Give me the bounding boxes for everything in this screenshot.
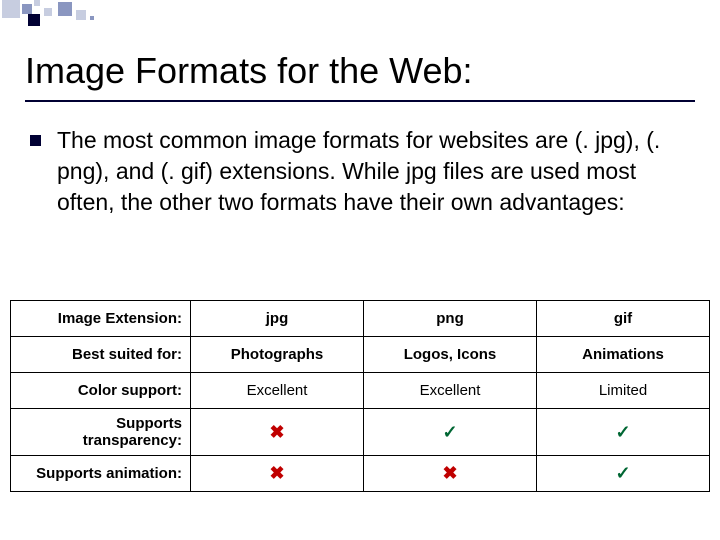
table-cell: ✖ <box>191 456 364 492</box>
corner-decoration <box>0 0 140 30</box>
table-container: Image Extension:jpgpnggifBest suited for… <box>10 300 710 492</box>
table-cell: Logos, Icons <box>364 337 537 373</box>
table-cell: Excellent <box>364 373 537 409</box>
table-column-header: gif <box>537 301 710 337</box>
table-cell: ✖ <box>364 456 537 492</box>
table-column-header: png <box>364 301 537 337</box>
table-cell: ✖ <box>191 409 364 456</box>
table-cell: Excellent <box>191 373 364 409</box>
decor-square <box>90 16 94 20</box>
table-cell: Limited <box>537 373 710 409</box>
table-row: Supports transparency:✖✓✓ <box>11 409 710 456</box>
table-corner-header: Image Extension: <box>11 301 191 337</box>
table-row-header: Color support: <box>11 373 191 409</box>
decor-square <box>44 8 52 16</box>
formats-table: Image Extension:jpgpnggifBest suited for… <box>10 300 710 492</box>
table-row: Color support:ExcellentExcellentLimited <box>11 373 710 409</box>
table-row-header: Best suited for: <box>11 337 191 373</box>
table-cell: ✓ <box>537 409 710 456</box>
table-row-header: Supports animation: <box>11 456 191 492</box>
table-row: Best suited for:PhotographsLogos, IconsA… <box>11 337 710 373</box>
decor-square <box>76 10 86 20</box>
title-container: Image Formats for the Web: <box>25 50 695 102</box>
table-cell: Photographs <box>191 337 364 373</box>
slide-title: Image Formats for the Web: <box>25 50 695 92</box>
decor-square <box>34 0 40 6</box>
bullet-text: The most common image formats for websit… <box>57 125 690 218</box>
bullet-icon <box>30 135 41 146</box>
decor-square <box>2 0 20 18</box>
decor-square <box>58 2 72 16</box>
table-cell: ✓ <box>364 409 537 456</box>
body-container: The most common image formats for websit… <box>30 125 690 218</box>
table-row-header: Supports transparency: <box>11 409 191 456</box>
decor-square <box>28 14 40 26</box>
table-row: Supports animation:✖✖✓ <box>11 456 710 492</box>
table-cell: ✓ <box>537 456 710 492</box>
bullet-item: The most common image formats for websit… <box>30 125 690 218</box>
table-cell: Animations <box>537 337 710 373</box>
decor-square <box>22 4 32 14</box>
table-column-header: jpg <box>191 301 364 337</box>
